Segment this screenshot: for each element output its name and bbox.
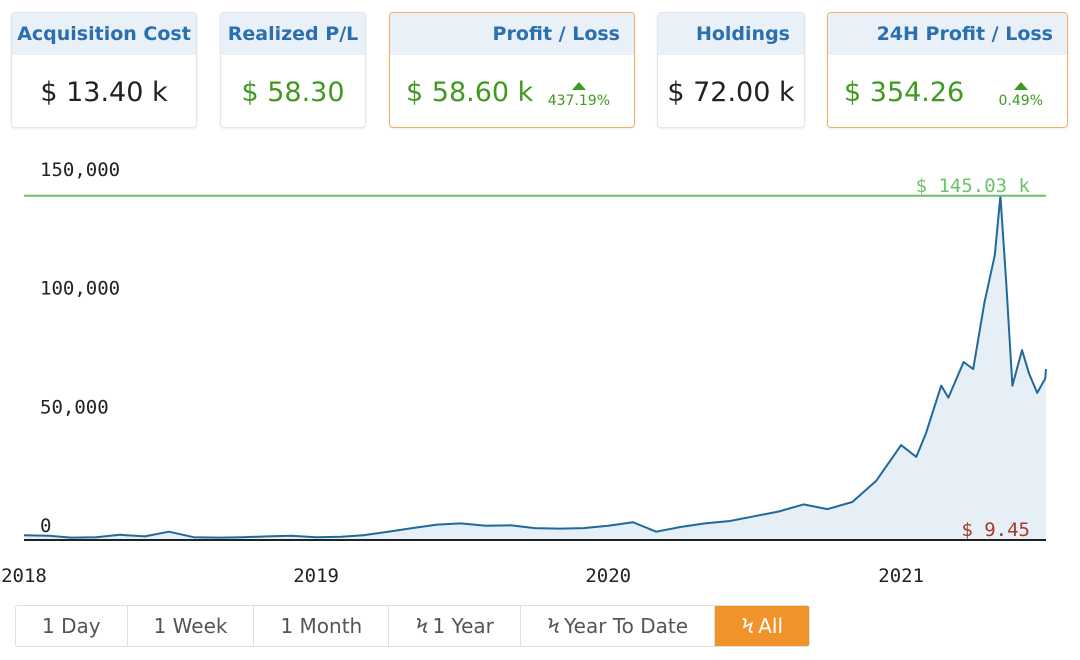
acquisition-cost-card: Acquisition Cost $ 13.40 k (11, 12, 197, 128)
range-label: Year To Date (564, 614, 689, 638)
triangle-up-icon (1013, 81, 1028, 90)
realized-pl-card: Realized P/L $ 58.30 (220, 12, 366, 128)
x-tick-label: 2018 (1, 565, 47, 587)
max-value-label: $ 145.03 k (916, 175, 1031, 197)
summary-cards: Acquisition Cost $ 13.40 k Realized P/L … (0, 0, 1080, 140)
bolt-icon: Ϟ (415, 614, 429, 638)
range-1-day-button[interactable]: 1 Day (16, 606, 128, 646)
card-title: Holdings (658, 13, 804, 55)
change-indicator: 0.49% (998, 81, 1043, 109)
area-fill (24, 195, 1046, 541)
y-tick-label: 100,000 (40, 278, 120, 300)
range-1-month-button[interactable]: 1 Month (254, 606, 390, 646)
24h-profit-loss-card: 24H Profit / Loss $ 354.26 0.49% (827, 12, 1068, 128)
change-indicator: 437.19% (547, 81, 610, 109)
card-value: $ 58.60 k (406, 76, 534, 108)
range-label: 1 Year (432, 614, 494, 638)
card-title: Realized P/L (221, 13, 365, 55)
bolt-icon: Ϟ (546, 614, 561, 638)
change-percent: 0.49% (998, 92, 1043, 109)
triangle-up-icon (571, 81, 586, 90)
series-line (23, 194, 1047, 539)
holdings-card: Holdings $ 72.00 k (657, 12, 805, 128)
x-tick-label: 2020 (585, 565, 631, 587)
range-1-year-button[interactable]: Ϟ 1 Year (389, 606, 521, 646)
x-tick-label: 2019 (293, 565, 339, 587)
x-tick-label: 2021 (878, 565, 924, 587)
card-value: $ 58.30 (241, 76, 345, 108)
bolt-icon: Ϟ (741, 614, 755, 638)
time-range-selector: 1 Day 1 Week 1 Month Ϟ 1 Year Ϟ Year To … (15, 605, 811, 647)
range-1-week-button[interactable]: 1 Week (127, 606, 255, 646)
card-title: 24H Profit / Loss (828, 13, 1067, 55)
card-title: Profit / Loss (390, 13, 634, 55)
change-percent: 437.19% (547, 92, 610, 109)
y-tick-label: 0 (40, 515, 51, 537)
range-label: 1 Week (153, 614, 228, 638)
range-label: 1 Day (42, 614, 101, 638)
range-all-button[interactable]: Ϟ All (715, 606, 810, 646)
card-value: $ 72.00 k (667, 76, 795, 108)
range-year-to-date-button[interactable]: Ϟ Year To Date (520, 606, 716, 646)
range-label: 1 Month (280, 614, 363, 638)
min-value-label: $ 9.45 (961, 519, 1030, 541)
y-tick-label: 50,000 (40, 396, 109, 418)
card-value: $ 13.40 k (40, 76, 168, 108)
card-value: $ 354.26 (844, 76, 965, 108)
card-title: Acquisition Cost (12, 13, 196, 55)
range-label: All (758, 614, 784, 638)
profit-loss-card: Profit / Loss $ 58.60 k 437.19% (389, 12, 635, 128)
y-tick-label: 150,000 (40, 159, 120, 181)
